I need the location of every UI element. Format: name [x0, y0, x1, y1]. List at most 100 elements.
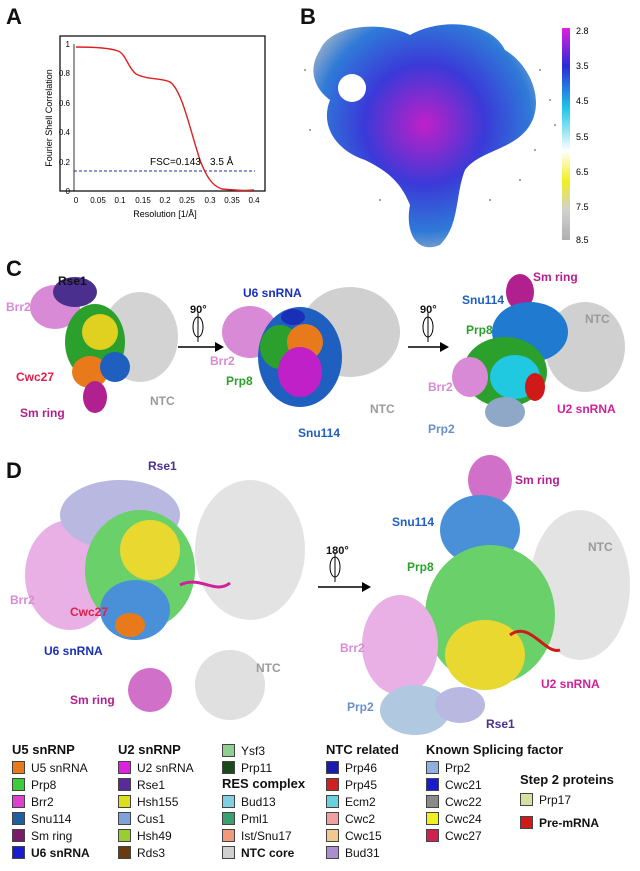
legend-item-label: Ecm2 — [345, 794, 376, 809]
view-1-map — [30, 277, 178, 413]
legend-ntc-related: NTC related Prp46 Prp45 Ecm2 Cwc2 Cwc15 … — [326, 742, 399, 861]
legend-swatch — [118, 778, 131, 791]
fsc-plot: 0 0.2 0.4 0.6 0.8 1 0 0.05 0.1 0.15 0.2 … — [0, 0, 270, 230]
legend-item: Cwc15 — [326, 827, 399, 844]
density-map-body — [313, 24, 536, 248]
legend-item-label: Sm ring — [31, 828, 73, 843]
legend-item: U2 snRNA — [118, 759, 194, 776]
c-label-rse1: Rse1 — [58, 274, 87, 288]
panel-d-svg — [25, 455, 630, 735]
legend-u5-snrnp: U5 snRNP U5 snRNA Prp8 Brr2 Snu114 Sm ri… — [12, 742, 90, 861]
view-3-map — [452, 274, 625, 427]
scale-tick-2: 4.5 — [576, 96, 589, 106]
legend-res-title: RES complex — [222, 776, 306, 791]
rotation-arrow-d — [318, 552, 371, 592]
legend-swatch — [12, 795, 25, 808]
c-label-brr2-2: Brr2 — [210, 354, 235, 368]
legend-swatch — [118, 795, 131, 808]
legend-swatch — [520, 793, 533, 806]
d-label-ntc-left: NTC — [256, 661, 281, 675]
fsc-x-tick-6: 0.3 — [204, 196, 216, 205]
legend-item: Cwc2 — [326, 810, 399, 827]
fsc-y-tick-3: 0.6 — [59, 99, 71, 108]
legend-swatch — [426, 812, 439, 825]
legend-item-label: Bud13 — [241, 794, 276, 809]
color-legend: U5 snRNP U5 snRNA Prp8 Brr2 Snu114 Sm ri… — [0, 742, 640, 871]
legend-item-label: Prp46 — [345, 760, 378, 775]
legend-swatch — [222, 846, 235, 859]
legend-swatch — [426, 829, 439, 842]
c-label-brr2: Brr2 — [6, 300, 31, 314]
legend-item: Prp46 — [326, 759, 399, 776]
legend-item-label: U2 snRNA — [137, 760, 194, 775]
fsc-x-tick-8: 0.4 — [248, 196, 260, 205]
legend-item-label: U5 snRNA — [31, 760, 88, 775]
legend-swatch — [426, 778, 439, 791]
color-scale-ticks: 2.8 3.5 4.5 5.5 6.5 7.5 8.5 — [576, 26, 589, 245]
legend-swatch — [326, 761, 339, 774]
fsc-plot-svg: 0 0.2 0.4 0.6 0.8 1 0 0.05 0.1 0.15 0.2 … — [44, 35, 266, 219]
legend-item: Cwc22 — [426, 793, 563, 810]
legend-known-title: Known Splicing factor — [426, 742, 564, 757]
color-scale-bar — [562, 28, 570, 240]
d-label-smring-left: Sm ring — [70, 693, 115, 707]
panel-c-svg — [30, 274, 625, 427]
fsc-y-tick-0: 0 — [66, 187, 71, 196]
density-map-hole — [338, 74, 366, 102]
legend-item-label: Cwc15 — [345, 828, 382, 843]
rotation-arrow-2 — [408, 312, 449, 352]
legend-item-label: Prp45 — [345, 777, 378, 792]
d-label-ntc-right: NTC — [588, 540, 613, 554]
legend-res-complex: Ysf3 Prp11 RES complex Bud13 Pml1 Ist/Sn… — [222, 742, 305, 861]
legend-item-label: Pml1 — [241, 811, 269, 826]
legend-item: U5 snRNA — [12, 759, 90, 776]
legend-item-label: Cwc22 — [445, 794, 482, 809]
fsc-x-tick-2: 0.1 — [114, 196, 126, 205]
legend-item: Bud31 — [326, 844, 399, 861]
legend-item: Rds3 — [118, 844, 194, 861]
c-rotation-label-1: 90° — [190, 304, 207, 316]
c-label-brr2-3: Brr2 — [428, 380, 453, 394]
local-resolution-map: 2.8 3.5 4.5 5.5 6.5 7.5 8.5 — [290, 10, 640, 255]
legend-item: Prp11 — [222, 759, 305, 776]
legend-swatch — [326, 795, 339, 808]
legend-item: Sm ring — [12, 827, 90, 844]
panel-letter-a: A — [6, 4, 22, 29]
legend-item-label: Cwc27 — [445, 828, 482, 843]
panel-d-models: Rse1 Brr2 Cwc27 U6 snRNA NTC Sm ring 180… — [0, 455, 640, 740]
scale-tick-3: 5.5 — [576, 132, 589, 142]
legend-item: Prp2 — [426, 759, 563, 776]
legend-item: Bud13 — [222, 793, 305, 810]
fsc-y-axis-label: Fourier Shell Correlation — [44, 69, 54, 167]
legend-u2-title: U2 snRNP — [118, 742, 181, 757]
d-rotation-label: 180° — [326, 545, 349, 557]
legend-u2-snrnp: U2 snRNP U2 snRNA Rse1 Hsh155 Cus1 Hsh49… — [118, 742, 194, 861]
d-label-prp8: Prp8 — [407, 560, 434, 574]
legend-item-label: U6 snRNA — [31, 845, 90, 860]
fsc-threshold-label: FSC=0.143 — [150, 157, 201, 168]
legend-item: Prp17 — [520, 791, 614, 808]
legend-swatch — [118, 761, 131, 774]
c-label-smring: Sm ring — [20, 406, 65, 420]
legend-swatch — [326, 846, 339, 859]
fsc-x-tick-7: 0.35 — [224, 196, 240, 205]
c-label-smring-3: Sm ring — [533, 270, 578, 284]
d-label-rse1-right: Rse1 — [486, 717, 515, 731]
legend-item: Hsh155 — [118, 793, 194, 810]
right-ribbon-model — [362, 455, 630, 735]
scale-tick-0: 2.8 — [576, 26, 589, 36]
c-label-snu114: Snu114 — [298, 426, 341, 440]
d-label-brr2: Brr2 — [10, 593, 35, 607]
scale-tick-5: 7.5 — [576, 202, 589, 212]
legend-swatch — [222, 795, 235, 808]
c-label-prp2: Prp2 — [428, 422, 455, 436]
legend-swatch — [326, 778, 339, 791]
legend-item: Brr2 — [12, 793, 90, 810]
legend-item-label: Rse1 — [137, 777, 166, 792]
panel-letter-b: B — [300, 4, 316, 29]
legend-item-label: Cwc21 — [445, 777, 482, 792]
legend-item-label: Ist/Snu17 — [241, 828, 292, 843]
scale-tick-1: 3.5 — [576, 61, 589, 71]
d-label-u6: U6 snRNA — [44, 644, 103, 658]
legend-item-label: Prp8 — [31, 777, 57, 792]
